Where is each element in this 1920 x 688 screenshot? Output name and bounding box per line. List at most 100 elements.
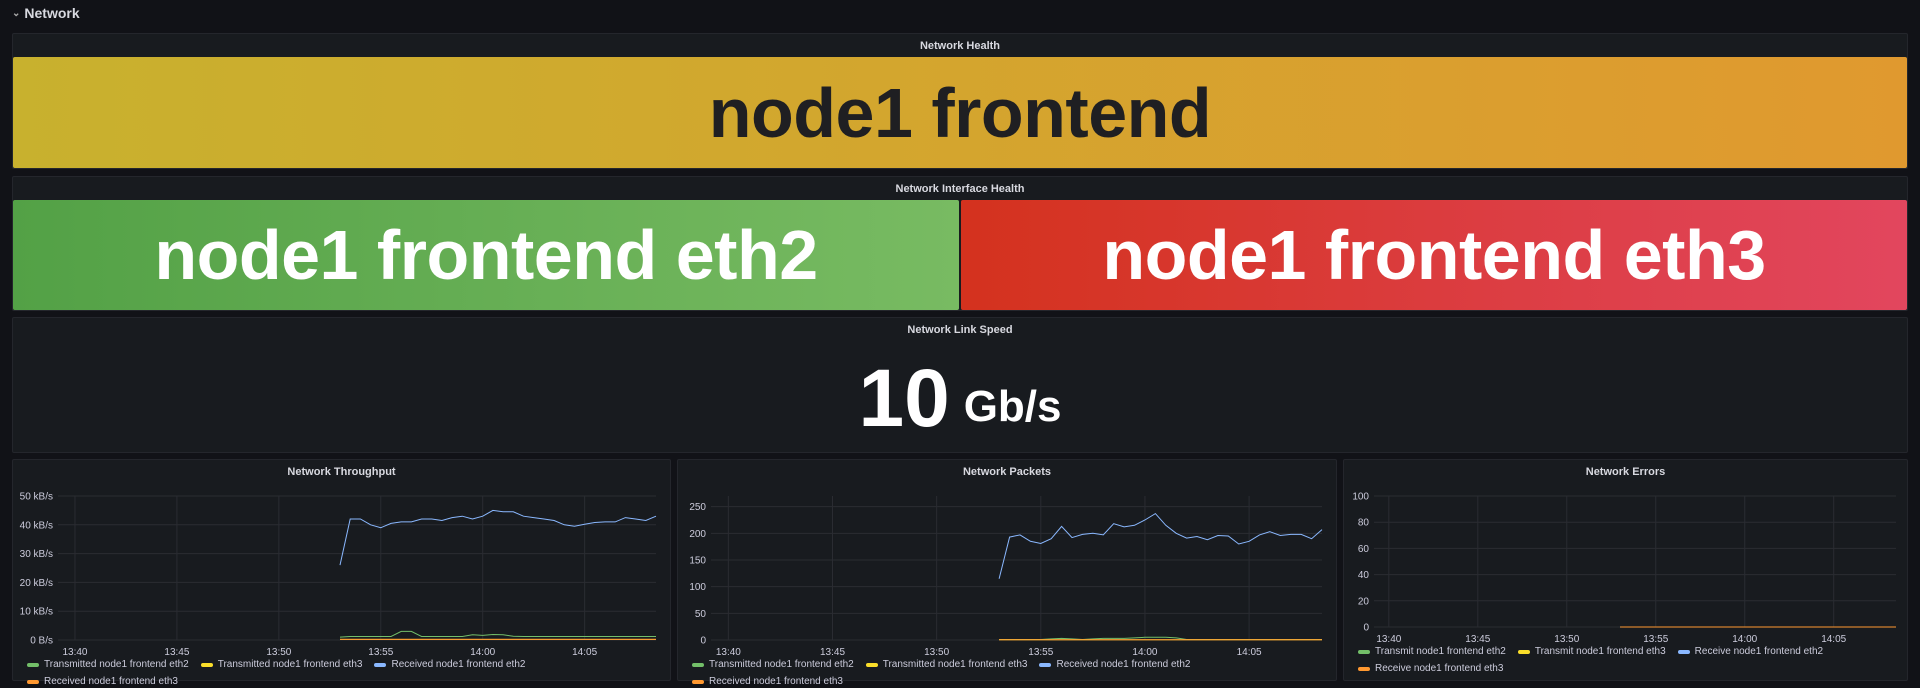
y-tick-label: 0	[1363, 623, 1369, 634]
legend-label: Receive node1 frontend eth2	[1694, 646, 1824, 657]
panel-title: Network Errors	[1585, 466, 1666, 478]
chart-svg[interactable]: 0 B/s 10 kB/s 20 kB/s 30 kB/s 40 kB/s 50 kB/s…	[13, 460, 670, 680]
legend-label: Transmit node1 frontend eth3	[1534, 646, 1666, 657]
legend-item[interactable]: Transmitted node1 frontend eth2	[27, 659, 189, 670]
network-link-speed-panel: Network Link Speed 10 Gb/s	[12, 317, 1908, 453]
y-tick-label: 100	[689, 582, 706, 593]
chart-legend: Transmit node1 frontend eth2 Transmit nod…	[1358, 646, 1897, 674]
x-tick-label: 14:00	[470, 647, 495, 658]
row-header-network[interactable]: ⌄ Network	[12, 5, 80, 21]
legend-item[interactable]: Received node1 frontend eth3	[692, 676, 843, 687]
y-tick-label: 40 kB/s	[20, 520, 53, 531]
y-tick-label: 0 B/s	[30, 636, 53, 647]
x-tick-label: 13:40	[62, 647, 87, 658]
x-tick-label: 13:45	[1465, 634, 1490, 645]
legend-swatch-icon	[865, 662, 878, 667]
legend-swatch-icon	[1358, 666, 1370, 671]
y-tick-label: 250	[689, 502, 706, 513]
legend-label: Transmitted node1 frontend eth2	[709, 659, 854, 670]
legend-item[interactable]: Transmitted node1 frontend eth3	[865, 659, 1028, 670]
series-line	[998, 512, 1323, 579]
legend-item[interactable]: Receive node1 frontend eth2	[1677, 646, 1824, 657]
network-interface-health-panel: Network Interface Health node1 frontend …	[12, 176, 1908, 311]
x-tick-label: 14:00	[1132, 647, 1157, 658]
network-health-panel: Network Health node1 frontend	[12, 33, 1908, 169]
y-tick-label: 200	[689, 529, 706, 540]
legend-label: Transmitted node1 frontend eth3	[882, 659, 1028, 670]
chevron-down-icon: ⌄	[12, 7, 21, 19]
x-tick-label: 14:05	[572, 647, 597, 658]
legend-label: Transmitted node1 frontend eth2	[44, 659, 189, 670]
y-tick-label: 100	[1352, 492, 1369, 503]
y-tick-label: 0	[700, 636, 706, 647]
y-tick-label: 20 kB/s	[20, 578, 53, 589]
y-tick-label: 10 kB/s	[20, 607, 53, 618]
x-tick-label: 14:00	[1732, 634, 1757, 645]
y-tick-label: 80	[1358, 518, 1370, 529]
stat-value: node1 frontend eth3	[1102, 216, 1766, 294]
stat-value: node1 frontend	[708, 73, 1212, 152]
x-tick-label: 13:50	[924, 647, 949, 658]
y-tick-label: 50	[695, 609, 707, 620]
legend-label: Received node1 frontend eth2	[391, 659, 526, 670]
y-tick-label: 20	[1358, 596, 1370, 607]
y-tick-label: 50 kB/s	[20, 492, 53, 503]
x-tick-label: 14:05	[1821, 634, 1846, 645]
x-tick-label: 13:40	[1376, 634, 1401, 645]
chart-svg[interactable]: 0 50 100 150 200 250 13:40 13:45 13:50 13:55 14:00…	[678, 460, 1336, 680]
interface-eth3-stat: node1 frontend eth3	[961, 200, 1907, 310]
chart-legend: Transmitted node1 frontend eth2 Transmitt…	[692, 659, 1326, 687]
panel-title: Network Link Speed	[907, 324, 1013, 336]
chart-svg[interactable]: 0 20 40 60 80 100 13:40 13:45 13:50 13:55 14:00 14:…	[1344, 460, 1907, 680]
legend-item[interactable]: Received node1 frontend eth3	[27, 676, 178, 687]
legend-label: Receive node1 frontend eth3	[1375, 663, 1504, 674]
legend-swatch-icon	[1517, 649, 1530, 654]
panel-title: Network Throughput	[287, 466, 396, 478]
legend-item[interactable]: Transmitted node1 frontend eth2	[692, 659, 854, 670]
stat-value: node1 frontend eth2	[154, 216, 818, 294]
legend-swatch-icon	[1358, 649, 1370, 654]
y-tick-label: 40	[1358, 570, 1370, 581]
series-line	[339, 630, 656, 638]
legend-swatch-icon	[27, 662, 39, 667]
panel-title: Network Packets	[962, 466, 1052, 478]
chart-legend: Transmitted node1 frontend eth2 Transmitt…	[27, 659, 660, 687]
legend-item[interactable]: Received node1 frontend eth2	[374, 659, 525, 670]
x-tick-label: 13:45	[820, 647, 845, 658]
legend-item[interactable]: Transmit node1 frontend eth2	[1358, 646, 1506, 657]
panel-title: Network Interface Health	[895, 183, 1025, 195]
x-tick-label: 13:50	[266, 647, 291, 658]
legend-label: Transmitted node1 frontend eth3	[217, 659, 363, 670]
y-tick-label: 150	[689, 556, 706, 567]
network-throughput-panel: Network Throughput 0 B/s 10 kB/s 20 kB/s 30…	[12, 459, 671, 687]
series-line	[339, 509, 657, 566]
network-health-stat: node1 frontend	[13, 57, 1907, 168]
legend-item[interactable]: Transmitted node1 frontend eth3	[200, 659, 363, 670]
legend-swatch-icon	[27, 679, 39, 684]
x-tick-label: 14:05	[1237, 647, 1262, 658]
network-errors-panel: Network Errors 0 20 40 60 80 100 13:40 13:45 13:…	[1343, 459, 1908, 681]
legend-item[interactable]: Transmit node1 frontend eth3	[1517, 646, 1666, 657]
x-tick-label: 13:40	[716, 647, 741, 658]
panel-title: Network Health	[919, 40, 1001, 52]
legend-swatch-icon	[374, 662, 387, 667]
link-speed-value: 10	[858, 353, 950, 444]
x-tick-label: 13:50	[1554, 634, 1579, 645]
y-tick-label: 60	[1358, 544, 1370, 555]
y-tick-label: 30 kB/s	[20, 549, 53, 560]
legend-swatch-icon	[1677, 649, 1690, 654]
x-tick-label: 13:45	[164, 647, 189, 658]
x-tick-label: 13:55	[1643, 634, 1668, 645]
interface-eth2-stat: node1 frontend eth2	[13, 200, 959, 310]
legend-swatch-icon	[692, 662, 704, 667]
legend-item[interactable]: Received node1 frontend eth2	[1039, 659, 1190, 670]
legend-label: Received node1 frontend eth3	[709, 676, 843, 687]
legend-label: Received node1 frontend eth2	[1056, 659, 1191, 670]
row-title: Network	[24, 5, 80, 21]
legend-swatch-icon	[1039, 662, 1052, 667]
network-packets-panel: Network Packets 0 50 100 150 200 250 13:40 13:4…	[677, 459, 1337, 687]
x-tick-label: 13:55	[1028, 647, 1053, 658]
legend-label: Transmit node1 frontend eth2	[1375, 646, 1506, 657]
legend-label: Received node1 frontend eth3	[44, 676, 178, 687]
legend-item[interactable]: Receive node1 frontend eth3	[1358, 663, 1503, 674]
